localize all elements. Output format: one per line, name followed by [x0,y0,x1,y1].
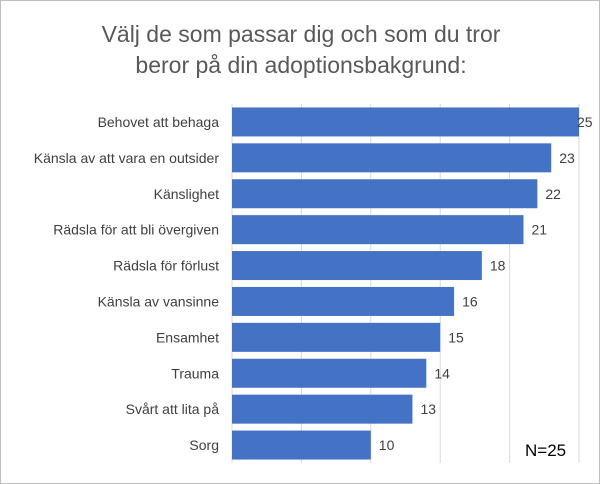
category-label: Ensamhet [156,329,219,345]
value-label: 22 [545,186,561,202]
category-label: Känslighet [154,186,219,202]
value-label: 23 [559,150,575,166]
chart-title-line-1: Välj de som passar dig och som du tror [101,21,501,47]
bar [232,394,413,424]
bar [232,179,538,209]
value-label: 10 [379,437,395,453]
value-label: 13 [420,401,436,417]
bar [232,251,482,281]
category-label: Rädsla för att bli övergiven [53,222,219,238]
bar [232,322,441,352]
category-label: Rädsla för förlust [113,258,219,274]
bar [232,143,552,173]
category-label: Svårt att lita på [126,401,220,417]
bar [232,286,455,316]
chart-title: Välj de som passar dig och som du tror b… [1,19,599,81]
bar [232,430,371,460]
value-label: 15 [448,329,464,345]
value-label: 16 [462,293,478,309]
value-label: 21 [531,222,547,238]
category-label: Sorg [189,437,219,453]
category-label: Trauma [171,365,219,381]
sample-size-note: N=25 [525,441,567,460]
bar [232,215,524,245]
value-label: 25 [577,114,593,130]
bar [232,358,427,388]
bar [232,107,579,137]
category-label: Känsla av att vara en outsider [34,150,220,166]
category-label: Behovet att behaga [98,114,220,130]
chart-title-line-2: beror på din adoptionsbakgrund: [135,52,467,78]
value-label: 18 [490,258,506,274]
category-label: Känsla av vansinne [98,293,220,309]
value-label: 14 [434,365,450,381]
